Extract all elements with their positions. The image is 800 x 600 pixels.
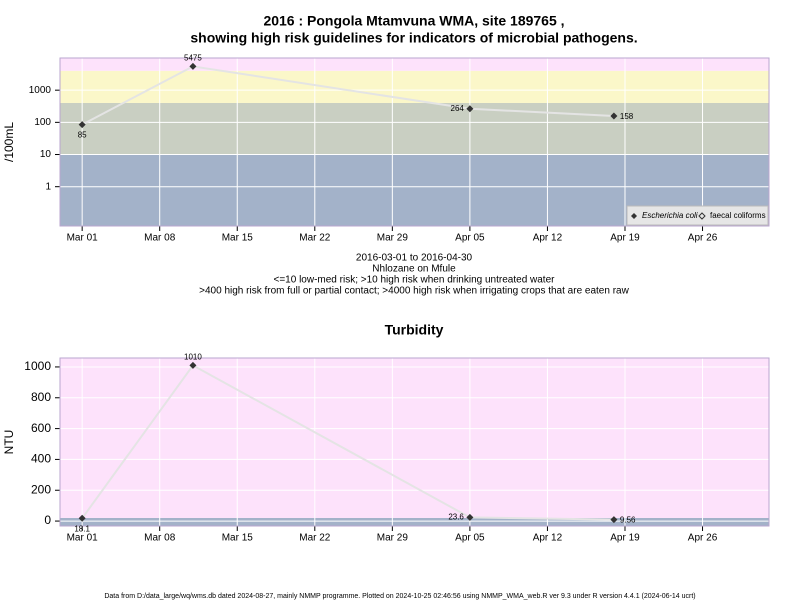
note: 2016-03-01 to 2016-04-30 [356, 253, 473, 264]
risk-band [60, 58, 769, 71]
y-tick-label: 1 [45, 181, 51, 192]
data-label: 18.1 [74, 524, 90, 533]
plot-frame [59, 357, 770, 527]
chart-title: Turbidity [385, 322, 444, 338]
data-point [610, 112, 618, 120]
x-tick-label: Mar 01 [67, 533, 99, 544]
x-tick-label: Apr 19 [610, 533, 640, 544]
data-label: 5475 [184, 54, 202, 63]
x-tick-label: Mar 22 [299, 233, 331, 244]
risk-band [60, 517, 769, 526]
x-tick-label: Apr 12 [533, 233, 563, 244]
data-label: 85 [78, 131, 87, 140]
x-tick-label: Mar 01 [67, 233, 99, 244]
footer: Data from D:/data_large/wq/wms.db dated … [104, 593, 695, 600]
legend-marker [631, 213, 637, 219]
data-label: 9.56 [620, 516, 636, 525]
y-tick-label: 400 [31, 452, 51, 466]
y-tick-label: 10 [40, 149, 52, 160]
chart-title: 2016 : Pongola Mtamvuna WMA, site 189765… [263, 13, 564, 29]
x-tick-label: Mar 29 [377, 233, 409, 244]
x-tick-label: Mar 08 [144, 233, 176, 244]
data-line [81, 65, 614, 126]
y-tick-label: 0 [44, 513, 51, 527]
data-point [466, 105, 474, 113]
risk-band [60, 102, 769, 155]
data-label: 23.6 [448, 513, 464, 522]
x-tick-label: Apr 26 [688, 233, 718, 244]
x-tick-label: Mar 29 [377, 533, 409, 544]
legend-box [626, 205, 769, 226]
x-tick-label: Apr 12 [533, 533, 563, 544]
data-point [189, 361, 197, 369]
data-point [610, 516, 618, 524]
x-tick-label: Mar 15 [222, 533, 254, 544]
legend-label: faecal coliforms [710, 211, 766, 220]
risk-band [60, 358, 769, 518]
y-tick-label: 600 [31, 421, 51, 435]
y-tick-label: 100 [34, 117, 51, 128]
note: >400 high risk from full or partial cont… [199, 286, 629, 297]
risk-band [60, 70, 769, 103]
note: <=10 low-med risk; >10 high risk when dr… [274, 275, 556, 286]
x-tick-label: Apr 19 [610, 233, 640, 244]
x-tick-label: Apr 26 [688, 533, 718, 544]
x-tick-label: Apr 05 [455, 533, 485, 544]
data-label: 1010 [184, 353, 202, 362]
y-tick-label: 800 [31, 390, 51, 404]
legend-marker [698, 212, 706, 220]
x-tick-label: Mar 08 [144, 533, 176, 544]
y-axis-label: /100mL [2, 122, 16, 162]
y-tick-label: 200 [31, 482, 51, 496]
x-tick-label: Mar 15 [222, 233, 254, 244]
data-point [466, 513, 474, 521]
data-label: 158 [620, 112, 634, 121]
legend-label: Escherichia coli [642, 211, 698, 220]
y-tick-label: 1000 [24, 359, 51, 373]
x-tick-label: Mar 22 [299, 533, 331, 544]
data-point [189, 62, 197, 70]
data-line [81, 364, 614, 521]
data-label: 264 [451, 104, 465, 113]
data-point [78, 121, 86, 129]
data-point [78, 514, 86, 522]
x-tick-label: Apr 05 [455, 233, 485, 244]
note: Nhlozane on Mfule [372, 264, 456, 275]
y-axis-label: NTU [2, 430, 16, 455]
plot-frame [59, 57, 770, 227]
chart-title: showing high risk guidelines for indicat… [190, 30, 637, 46]
y-tick-label: 1000 [29, 85, 52, 96]
